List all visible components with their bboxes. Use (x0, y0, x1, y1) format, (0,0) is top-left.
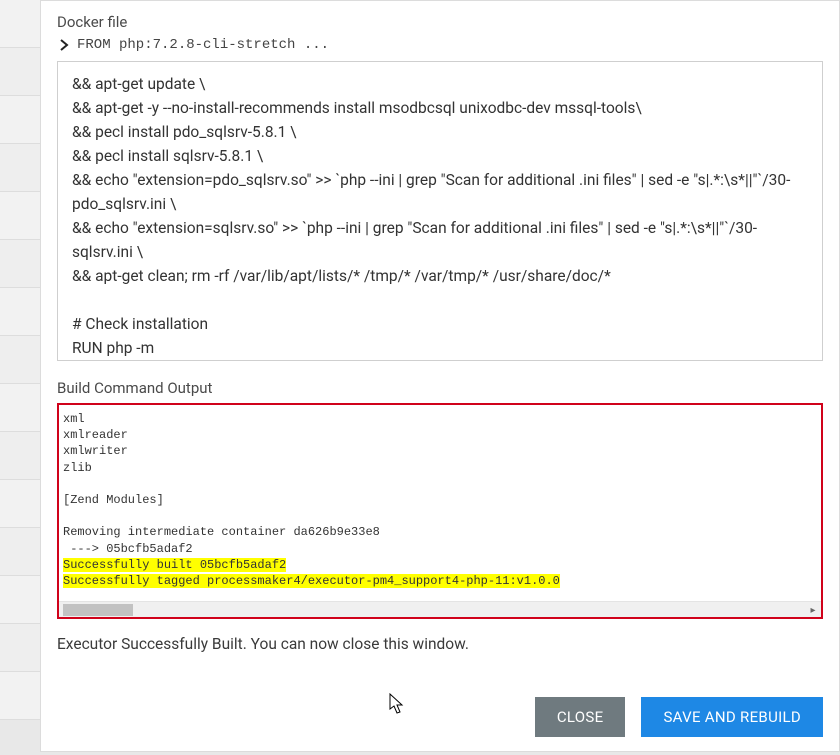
dockerfile-textarea[interactable] (57, 61, 823, 361)
scrollbar-thumb[interactable] (63, 604, 133, 616)
build-output-panel: xml xmlreader xmlwriter zlib [Zend Modul… (57, 403, 823, 619)
horizontal-scrollbar[interactable]: ◂ ▸ (59, 601, 821, 617)
scroll-right-icon[interactable]: ▸ (805, 602, 821, 618)
dockerfile-label: Docker file (57, 13, 823, 31)
build-output-label: Build Command Output (57, 379, 823, 397)
dockerfile-from-toggle[interactable]: FROM php:7.2.8-cli-stretch ... (57, 37, 823, 53)
save-and-rebuild-button[interactable]: SAVE AND REBUILD (641, 697, 823, 737)
chevron-right-icon (59, 39, 69, 51)
dockerfile-from-line: FROM php:7.2.8-cli-stretch ... (77, 37, 329, 53)
modal-footer: CLOSE SAVE AND REBUILD (57, 673, 823, 737)
build-success-message: Executor Successfully Built. You can now… (57, 635, 823, 653)
close-button[interactable]: CLOSE (535, 697, 626, 737)
build-output-text[interactable]: xml xmlreader xmlwriter zlib [Zend Modul… (59, 405, 821, 601)
script-executor-modal: Docker file FROM php:7.2.8-cli-stretch .… (40, 0, 840, 752)
